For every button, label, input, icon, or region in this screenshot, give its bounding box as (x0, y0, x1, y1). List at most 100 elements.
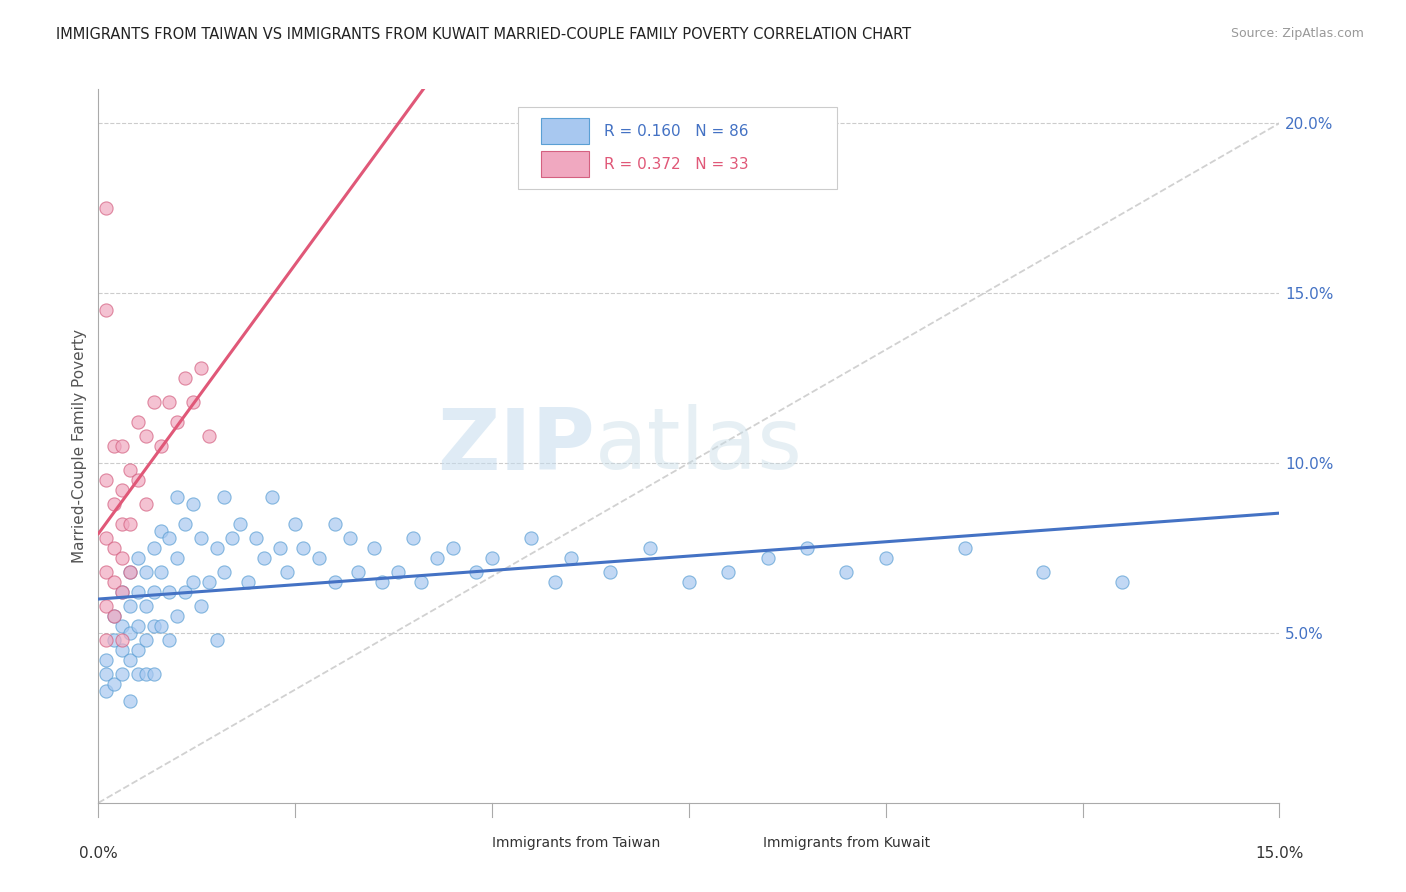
Point (756, 551, 779, 566)
Point (260, 490, 283, 504)
Point (111, 666, 134, 681)
Point (96, 303, 118, 318)
Text: 15.0%: 15.0% (1256, 846, 1303, 861)
Point (1111, 574, 1133, 589)
Point (796, 541, 818, 555)
Point (166, 490, 188, 504)
Point (111, 483, 134, 498)
Point (236, 574, 259, 589)
Point (142, 585, 165, 599)
Point (276, 565, 298, 579)
Point (174, 371, 197, 385)
Point (111, 585, 134, 599)
Point (166, 415, 188, 429)
Point (103, 677, 125, 691)
Point (111, 632, 134, 647)
Point (142, 541, 165, 555)
Point (371, 574, 394, 589)
Text: ZIP: ZIP (437, 404, 595, 488)
Point (174, 517, 197, 532)
Point (426, 551, 449, 566)
Point (118, 565, 141, 579)
Point (150, 524, 173, 538)
Point (118, 599, 141, 613)
Point (481, 551, 503, 566)
Point (953, 541, 976, 555)
Point (166, 608, 188, 623)
Point (111, 619, 134, 633)
Point (135, 565, 157, 579)
Point (520, 531, 543, 545)
Point (96, 653, 118, 667)
Point (111, 585, 134, 599)
Text: IMMIGRANTS FROM TAIWAN VS IMMIGRANTS FROM KUWAIT MARRIED-COUPLE FAMILY POVERTY C: IMMIGRANTS FROM TAIWAN VS IMMIGRANTS FRO… (56, 27, 911, 42)
FancyBboxPatch shape (724, 835, 754, 851)
Point (118, 463, 141, 477)
Text: atlas: atlas (595, 404, 803, 488)
Point (111, 517, 134, 532)
Point (135, 429, 157, 443)
Text: Source: ZipAtlas.com: Source: ZipAtlas.com (1230, 27, 1364, 40)
Point (190, 599, 212, 613)
Point (205, 541, 228, 555)
Point (142, 619, 165, 633)
Point (284, 517, 307, 532)
Point (197, 574, 219, 589)
Point (118, 653, 141, 667)
Text: 0.0%: 0.0% (79, 846, 118, 861)
Point (387, 565, 409, 579)
Point (127, 666, 149, 681)
Point (96, 531, 118, 545)
Point (190, 360, 212, 375)
Point (339, 531, 361, 545)
Point (221, 531, 243, 545)
Point (103, 541, 125, 555)
Point (111, 439, 134, 453)
Point (465, 565, 488, 579)
Point (135, 497, 157, 511)
Point (150, 619, 173, 633)
FancyBboxPatch shape (541, 119, 589, 145)
Point (245, 531, 267, 545)
Text: Immigrants from Kuwait: Immigrants from Kuwait (763, 836, 931, 850)
Point (118, 626, 141, 640)
Text: R = 0.372   N = 33: R = 0.372 N = 33 (605, 157, 748, 171)
Y-axis label: Married-Couple Family Poverty: Married-Couple Family Poverty (72, 329, 87, 563)
Point (347, 565, 370, 579)
FancyBboxPatch shape (453, 835, 482, 851)
Point (157, 632, 180, 647)
Point (560, 551, 582, 566)
Point (875, 551, 897, 566)
Point (323, 517, 346, 532)
Point (363, 541, 385, 555)
Point (157, 531, 180, 545)
Point (111, 551, 134, 566)
Point (142, 394, 165, 409)
Point (157, 394, 180, 409)
Point (166, 551, 188, 566)
Point (135, 632, 157, 647)
Point (135, 599, 157, 613)
Point (599, 565, 621, 579)
Point (214, 565, 236, 579)
Point (96, 599, 118, 613)
Point (253, 551, 276, 566)
Point (127, 619, 149, 633)
Point (229, 517, 252, 532)
Point (96, 683, 118, 698)
Point (205, 632, 228, 647)
FancyBboxPatch shape (541, 152, 589, 177)
Point (127, 551, 149, 566)
Point (150, 439, 173, 453)
Point (544, 574, 567, 589)
Point (127, 643, 149, 657)
Point (157, 585, 180, 599)
Point (292, 541, 315, 555)
Point (127, 585, 149, 599)
Point (96, 473, 118, 487)
Point (269, 541, 291, 555)
Point (111, 643, 134, 657)
Point (103, 497, 125, 511)
Point (103, 439, 125, 453)
Point (96, 201, 118, 215)
